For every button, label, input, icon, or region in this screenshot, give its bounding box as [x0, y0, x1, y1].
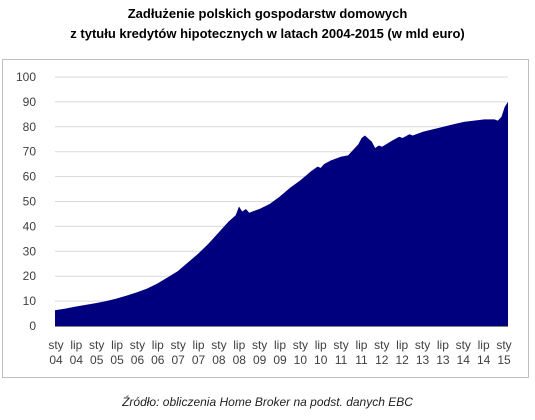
- x-tick-label-year: 08: [212, 353, 226, 367]
- x-tick-label-year: 14: [457, 353, 471, 367]
- series-area: [55, 101, 508, 327]
- x-tick-label-year: 13: [416, 353, 430, 367]
- x-tick-label-year: 04: [70, 353, 84, 367]
- x-tick-label-year: 10: [314, 353, 328, 367]
- x-tick-label-month: lip: [193, 338, 205, 352]
- x-tick-label-month: sty: [333, 338, 348, 352]
- x-tick-label-month: lip: [233, 338, 245, 352]
- x-tick-label-month: lip: [70, 338, 82, 352]
- x-tick-label-month: lip: [274, 338, 286, 352]
- y-tick-label: 60: [23, 170, 37, 184]
- x-tick-label-month: sty: [496, 338, 511, 352]
- x-tick-label-year: 13: [436, 353, 450, 367]
- y-tick-label: 40: [23, 219, 37, 233]
- x-tick-label-year: 05: [110, 353, 124, 367]
- y-tick-label: 90: [23, 95, 37, 109]
- chart-title: Zadłużenie polskich gospodarstw domowych…: [0, 4, 535, 44]
- x-tick-label-month: lip: [355, 338, 367, 352]
- chart-title-line-1: Zadłużenie polskich gospodarstw domowych: [127, 6, 408, 21]
- source-note: Źródło: obliczenia Home Broker na podst.…: [122, 395, 413, 409]
- chart-frame: [2, 59, 529, 378]
- x-tick-label-month: sty: [211, 338, 226, 352]
- x-tick-label-year: 06: [131, 353, 145, 367]
- y-tick-label: 50: [23, 195, 37, 209]
- x-tick-label-month: sty: [89, 338, 104, 352]
- x-tick-label-month: sty: [456, 338, 471, 352]
- x-tick-label-year: 15: [497, 353, 511, 367]
- x-tick-label-month: sty: [171, 338, 186, 352]
- x-tick-label-month: sty: [415, 338, 430, 352]
- x-tick-label-month: lip: [152, 338, 164, 352]
- x-tick-label-year: 11: [335, 353, 348, 367]
- x-tick-label-year: 07: [192, 353, 206, 367]
- x-tick-label-month: lip: [315, 338, 327, 352]
- x-tick-label-month: sty: [48, 338, 63, 352]
- x-tick-label-year: 09: [253, 353, 267, 367]
- y-tick-label: 70: [23, 145, 37, 159]
- x-tick-label-month: lip: [478, 338, 490, 352]
- area-chart: 0102030405060708090100sty04lip04sty05lip…: [16, 70, 512, 367]
- x-tick-label-year: 08: [233, 353, 247, 367]
- y-tick-label: 10: [23, 294, 37, 308]
- x-tick-label-year: 06: [151, 353, 165, 367]
- y-tick-label: 0: [29, 319, 36, 333]
- x-tick-label-month: sty: [252, 338, 267, 352]
- y-tick-label: 100: [16, 70, 36, 84]
- x-tick-label-year: 12: [375, 353, 389, 367]
- x-tick-label-month: sty: [374, 338, 389, 352]
- x-tick-label-month: sty: [293, 338, 308, 352]
- y-tick-label: 30: [23, 244, 37, 258]
- x-tick-label-year: 10: [294, 353, 308, 367]
- y-tick-label: 20: [23, 269, 37, 283]
- x-tick-label-month: lip: [396, 338, 408, 352]
- x-tick-label-year: 12: [396, 353, 410, 367]
- x-tick-label-year: 09: [273, 353, 287, 367]
- y-tick-label: 80: [23, 120, 37, 134]
- x-tick-label-year: 07: [172, 353, 186, 367]
- x-tick-label-year: 11: [355, 353, 368, 367]
- x-tick-label-year: 05: [90, 353, 104, 367]
- x-tick-label-month: lip: [111, 338, 123, 352]
- x-tick-label-month: lip: [437, 338, 449, 352]
- x-tick-label-year: 14: [477, 353, 491, 367]
- chart-title-line-2: z tytułu kredytów hipotecznych w latach …: [70, 26, 465, 41]
- x-tick-label-year: 04: [49, 353, 63, 367]
- x-tick-label-month: sty: [130, 338, 145, 352]
